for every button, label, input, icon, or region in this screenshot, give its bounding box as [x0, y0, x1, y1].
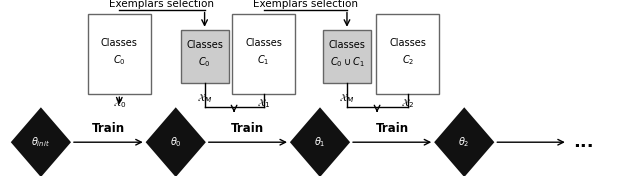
Text: Classes
$C_0\cup C_1$: Classes $C_0\cup C_1$	[328, 40, 365, 69]
Text: Exemplars selection: Exemplars selection	[253, 0, 358, 9]
Text: Train: Train	[376, 122, 409, 135]
Text: $\theta_0$: $\theta_0$	[170, 135, 182, 149]
Text: $\mathcal{X}_M$: $\mathcal{X}_M$	[339, 92, 355, 105]
Polygon shape	[290, 107, 350, 177]
Polygon shape	[434, 107, 494, 177]
Text: $\mathcal{X}_0$: $\mathcal{X}_0$	[113, 97, 126, 110]
Bar	[88, 14, 150, 94]
Text: $\mathcal{X}_1$: $\mathcal{X}_1$	[257, 97, 270, 110]
Text: Exemplars selection: Exemplars selection	[109, 0, 214, 9]
Polygon shape	[146, 107, 206, 177]
Text: Classes
$C_0$: Classes $C_0$	[186, 40, 223, 69]
Bar	[232, 14, 295, 94]
Text: Train: Train	[92, 122, 125, 135]
Text: ...: ...	[573, 133, 594, 151]
Text: Train: Train	[231, 122, 264, 135]
Text: $\theta_1$: $\theta_1$	[314, 135, 326, 149]
Bar	[323, 30, 371, 83]
Text: $\mathcal{X}_M$: $\mathcal{X}_M$	[197, 92, 212, 105]
Polygon shape	[11, 107, 71, 177]
Text: Classes
$C_1$: Classes $C_1$	[245, 38, 282, 67]
Bar	[180, 30, 229, 83]
Text: Classes
$C_2$: Classes $C_2$	[389, 38, 426, 67]
Text: $\theta_{init}$: $\theta_{init}$	[31, 135, 51, 149]
Text: $\theta_2$: $\theta_2$	[458, 135, 470, 149]
Text: $\mathcal{X}_2$: $\mathcal{X}_2$	[401, 97, 414, 110]
Bar	[376, 14, 439, 94]
Text: Classes
$C_0$: Classes $C_0$	[101, 38, 138, 67]
